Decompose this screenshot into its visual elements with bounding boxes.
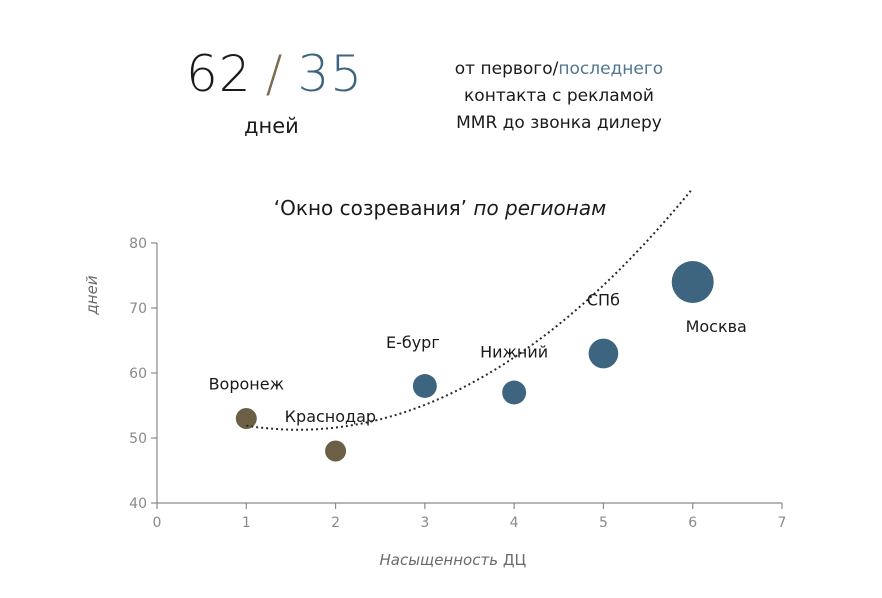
y-tick-label: 70 bbox=[129, 301, 147, 317]
kpi-unit: дней bbox=[244, 114, 299, 138]
x-axis-label-part-2: ДЦ bbox=[503, 551, 527, 569]
x-tick-label: 3 bbox=[420, 515, 429, 531]
x-tick-label: 7 bbox=[778, 515, 787, 531]
y-tick-label: 60 bbox=[129, 366, 147, 382]
bubble-3 bbox=[412, 374, 437, 398]
trend-line bbox=[246, 187, 694, 431]
y-axis-label: дней bbox=[83, 275, 101, 315]
point-label-3: Е-бург bbox=[386, 333, 440, 352]
x-axis-label-part-1: Насыщенность bbox=[380, 551, 503, 569]
bubble-2 bbox=[325, 440, 347, 462]
y-tick-label: 50 bbox=[129, 431, 147, 447]
chart-title-part-2: по регионам bbox=[473, 196, 607, 220]
point-label-4: Нижний bbox=[480, 343, 548, 362]
caption-part-1: от первого/ bbox=[454, 59, 559, 79]
kpi-last-value: 35 bbox=[297, 45, 364, 103]
caption-line-2: контакта с рекламой bbox=[464, 86, 654, 106]
kpi-first-value: 62 bbox=[186, 45, 252, 103]
x-tick-label: 4 bbox=[510, 515, 519, 531]
point-label-5: СПб bbox=[587, 291, 620, 310]
point-label-2: Краснодар bbox=[285, 407, 376, 426]
kpi-separator: / bbox=[265, 45, 284, 103]
x-tick-label: 1 bbox=[242, 515, 251, 531]
y-tick-label: 40 bbox=[129, 496, 147, 512]
kpi-value: 62/35 bbox=[186, 44, 363, 104]
point-label-1: Воронеж bbox=[209, 374, 284, 393]
caption-line-3: MMR до звонка дилеру bbox=[456, 113, 662, 133]
x-tick-label: 6 bbox=[688, 515, 697, 531]
bubble-1 bbox=[235, 408, 257, 429]
bubble-5 bbox=[588, 338, 619, 369]
chart-title-part-1: ‘Окно созревания’ bbox=[273, 196, 468, 220]
chart-title: ‘Окно созревания’ по регионам bbox=[180, 196, 700, 220]
x-tick-label: 5 bbox=[599, 515, 608, 531]
bubble-6 bbox=[671, 261, 714, 303]
y-tick-label: 80 bbox=[129, 236, 147, 252]
bubble-4 bbox=[502, 380, 527, 405]
x-tick-label: 0 bbox=[153, 515, 162, 531]
point-label-6: Москва bbox=[686, 317, 747, 336]
x-axis-label: Насыщенность ДЦ bbox=[380, 551, 527, 569]
caption-line-1: от первого/последнего bbox=[428, 56, 690, 83]
kpi-caption: от первого/последнего контакта с рекламо… bbox=[428, 56, 690, 137]
caption-part-2: последнего bbox=[558, 59, 664, 79]
x-tick-label: 2 bbox=[331, 515, 340, 531]
